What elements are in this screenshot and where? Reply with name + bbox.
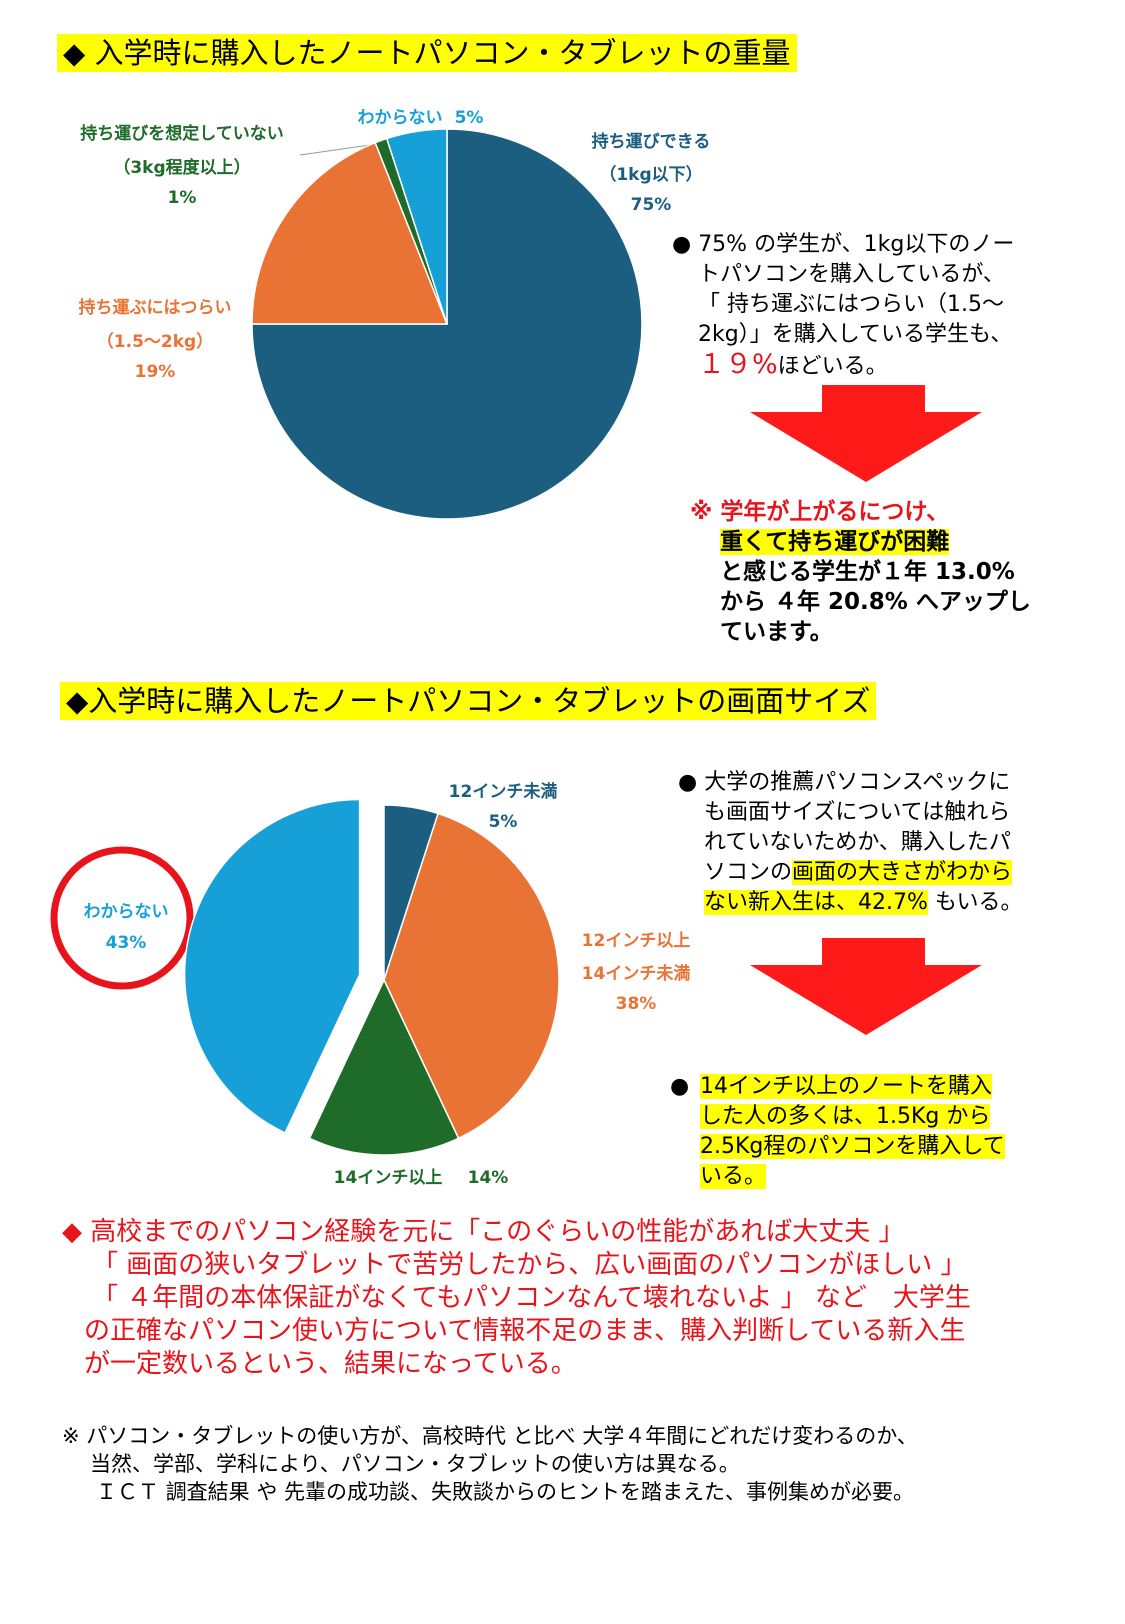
value-label: 1% xyxy=(168,188,197,208)
value-label: 75% xyxy=(631,195,672,215)
conclusion: ◆ 高校までのパソコン経験を元に「このぐらいの性能があれば大丈夫 」 「 画面の… xyxy=(62,1216,971,1381)
heading: ◆入学時に購入したノートパソコン・タブレットの画面サイズ xyxy=(60,682,877,720)
line: れていないためか、購入したパ xyxy=(704,830,1011,855)
highlight: ない新入生は、42.7% xyxy=(704,890,928,915)
value-label: 5% xyxy=(455,108,484,128)
pie-slice xyxy=(383,812,560,1140)
line: した人の多くは、1.5Kg から xyxy=(670,1102,1005,1132)
line: ● 大学の推薦パソコンスペックに xyxy=(678,770,1011,795)
highlight: 14インチ以上のノートを購入 xyxy=(700,1074,992,1099)
line: 「 持ち運ぶにはつらい（1.5～ xyxy=(698,292,1004,317)
value-label: 43% xyxy=(106,933,147,953)
line: 当然、学部、学科により、パソコン・タブレットの使い方は異なる。 xyxy=(90,1452,740,1476)
line: 「 画面の狭いタブレットで苦労したから、広い画面のパソコンがほしい 」 xyxy=(92,1250,967,1280)
line: 「 ４年間の本体保証がなくてもパソコンなんて壊れないよ 」 など 大学生 xyxy=(92,1283,971,1313)
finding: ※ 学年が上がるにつけ、 重くて持ち運びが困難 と感じる学生が１年 13.0% … xyxy=(690,497,1031,647)
line: １９%ほどいる。 xyxy=(672,350,1014,382)
pie-slice xyxy=(308,978,460,1156)
pie-slice xyxy=(251,128,643,520)
arrow xyxy=(750,385,982,482)
slice-label: （1.5～2kg） xyxy=(97,331,213,352)
highlight-circle xyxy=(50,846,194,990)
text: ほどいる。 xyxy=(777,354,888,379)
line: と感じる学生が１年 13.0% xyxy=(720,559,1015,585)
line: が一定数いるという、結果になっている。 xyxy=(84,1349,577,1379)
line: 2.5Kg程のパソコンを購入して xyxy=(670,1132,1005,1162)
text: ソコンの xyxy=(704,860,793,885)
value-label: 38% xyxy=(616,994,657,1014)
line: も画面サイズについては触れら xyxy=(704,800,1011,825)
arrow xyxy=(750,938,982,1035)
pie-slice xyxy=(251,141,449,325)
bullet: ● xyxy=(670,1074,690,1099)
value-label: 14% xyxy=(468,1168,509,1188)
highlight: した人の多くは、1.5Kg から xyxy=(700,1104,991,1129)
slice-label: 持ち運びできる xyxy=(592,131,711,152)
slice-label: わからない xyxy=(358,108,443,128)
line: ◆ 高校までのパソコン経験を元に「このぐらいの性能があれば大丈夫 」 xyxy=(62,1217,905,1247)
slice-label: 持ち運びを想定していない xyxy=(80,123,284,144)
line: 14インチ以上のノートを購入 xyxy=(670,1072,1005,1102)
finding: ● 14インチ以上のノートを購入 した人の多くは、1.5Kg から 2.5Kg程… xyxy=(670,1072,1005,1192)
line: ＩＣＴ 調査結果 や 先輩の成功談、失敗談からのヒントを踏まえた、事例集めが必要… xyxy=(96,1480,915,1504)
slice-label: 14インチ以上 xyxy=(334,1168,443,1188)
highlight: 2.5Kg程のパソコンを購入して xyxy=(700,1134,1005,1159)
line: 重くて持ち運びが困難 xyxy=(690,527,1031,557)
line: ています。 xyxy=(720,619,833,645)
emphasis: １９% xyxy=(698,349,778,380)
highlight: 画面の大きさがわから xyxy=(792,860,1013,885)
value-label: 5% xyxy=(489,812,518,832)
line: ● 75% の学生が、1kg以下のノー xyxy=(672,232,1015,257)
footnote: ※ パソコン・タブレットの使い方が、高校時代 と比べ 大学４年間にどれだけ変わる… xyxy=(62,1422,918,1506)
text: もいる。 xyxy=(927,890,1023,915)
line: 2kg）」を購入している学生も、 xyxy=(698,322,1013,347)
highlight: いる。 xyxy=(700,1164,767,1189)
line: から ４年 20.8% へアップし xyxy=(720,589,1031,615)
line: ソコンの画面の大きさがわから xyxy=(678,858,1022,888)
line: ※ 学年が上がるにつけ、 xyxy=(690,499,950,525)
slice-label: わからない xyxy=(84,902,169,922)
value-label: 19% xyxy=(135,362,176,382)
line: ない新入生は、42.7% もいる。 xyxy=(678,888,1022,918)
pie-slice xyxy=(183,798,361,1134)
slice-label: （1kg以下） xyxy=(599,164,702,185)
slice-label: （3kg程度以上） xyxy=(113,157,250,178)
note: ● 大学の推薦パソコンスペックに も画面サイズについては触れら れていないためか… xyxy=(678,768,1022,918)
highlight: 重くて持ち運びが困難 xyxy=(720,529,950,555)
slice-label: 12インチ以上 xyxy=(582,931,691,951)
line: の正確なパソコン使い方について情報不足のまま、購入判断している新入生 xyxy=(84,1316,966,1346)
slice-label: 12インチ未満 xyxy=(449,781,558,802)
pie-slice xyxy=(385,128,448,325)
slice-label: 14インチ未満 xyxy=(582,963,691,984)
note: ● 75% の学生が、1kg以下のノー トパソコンを購入しているが、 「 持ち運… xyxy=(672,230,1014,382)
line: ※ パソコン・タブレットの使い方が、高校時代 と比べ 大学４年間にどれだけ変わる… xyxy=(62,1424,918,1448)
line: いる。 xyxy=(670,1162,1005,1192)
line: トパソコンを購入しているが、 xyxy=(698,262,1005,287)
slice-label: 持ち運ぶにはつらい xyxy=(79,297,232,318)
heading: ◆ 入学時に購入したノートパソコン・タブレットの重量 xyxy=(57,34,797,72)
